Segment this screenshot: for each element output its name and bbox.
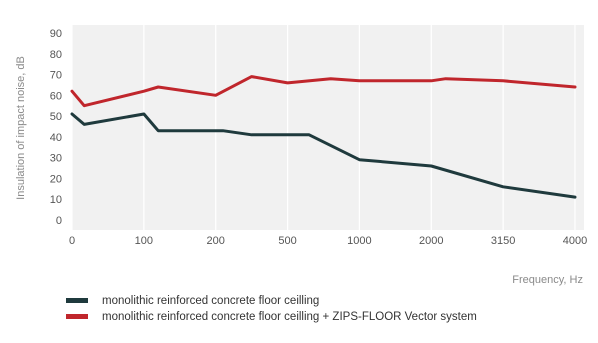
x-tick-label: 2000 bbox=[419, 235, 443, 247]
x-tick-label: 3150 bbox=[491, 235, 515, 247]
legend: monolithic reinforced concrete floor cei… bbox=[66, 294, 586, 326]
x-tick-label: 500 bbox=[278, 235, 296, 247]
legend-item-concrete: monolithic reinforced concrete floor cei… bbox=[66, 294, 586, 308]
y-tick-label: 50 bbox=[50, 111, 62, 123]
y-tick-label: 70 bbox=[50, 70, 62, 82]
legend-swatch-zips-floor bbox=[66, 314, 88, 319]
legend-swatch-concrete bbox=[66, 298, 88, 303]
x-axis-tick-labels: 0 100 200 500 1000 2000 3150 4000 bbox=[69, 235, 587, 247]
y-axis-tick-labels: 0 10 20 30 40 50 60 70 80 90 bbox=[50, 28, 62, 227]
series-lines bbox=[70, 75, 577, 199]
y-tick-label: 90 bbox=[50, 28, 62, 40]
legend-label-concrete: monolithic reinforced concrete floor cei… bbox=[102, 295, 320, 307]
x-tick-label: 4000 bbox=[563, 235, 587, 247]
y-tick-label: 80 bbox=[50, 49, 62, 61]
x-tick-label: 100 bbox=[135, 235, 153, 247]
series-line-zips-floor bbox=[70, 75, 577, 108]
x-axis-title: Frequency, Hz bbox=[512, 274, 583, 286]
y-tick-label: 40 bbox=[50, 132, 62, 144]
x-tick-label: 200 bbox=[207, 235, 225, 247]
y-tick-label: 30 bbox=[50, 153, 62, 165]
grid-lines bbox=[71, 25, 576, 230]
legend-label-zips-floor: monolithic reinforced concrete floor cei… bbox=[102, 311, 477, 323]
y-tick-label: 0 bbox=[56, 215, 62, 227]
x-tick-label: 0 bbox=[69, 235, 75, 247]
series-line-concrete bbox=[70, 112, 577, 199]
y-tick-label: 10 bbox=[50, 194, 62, 206]
plot-area bbox=[72, 25, 584, 230]
y-tick-label: 20 bbox=[50, 173, 62, 185]
x-tick-label: 1000 bbox=[347, 235, 371, 247]
y-tick-label: 60 bbox=[50, 90, 62, 102]
y-axis-title: Insulation of impact noise, dB bbox=[15, 56, 27, 200]
legend-item-zips-floor: monolithic reinforced concrete floor cei… bbox=[66, 310, 586, 324]
